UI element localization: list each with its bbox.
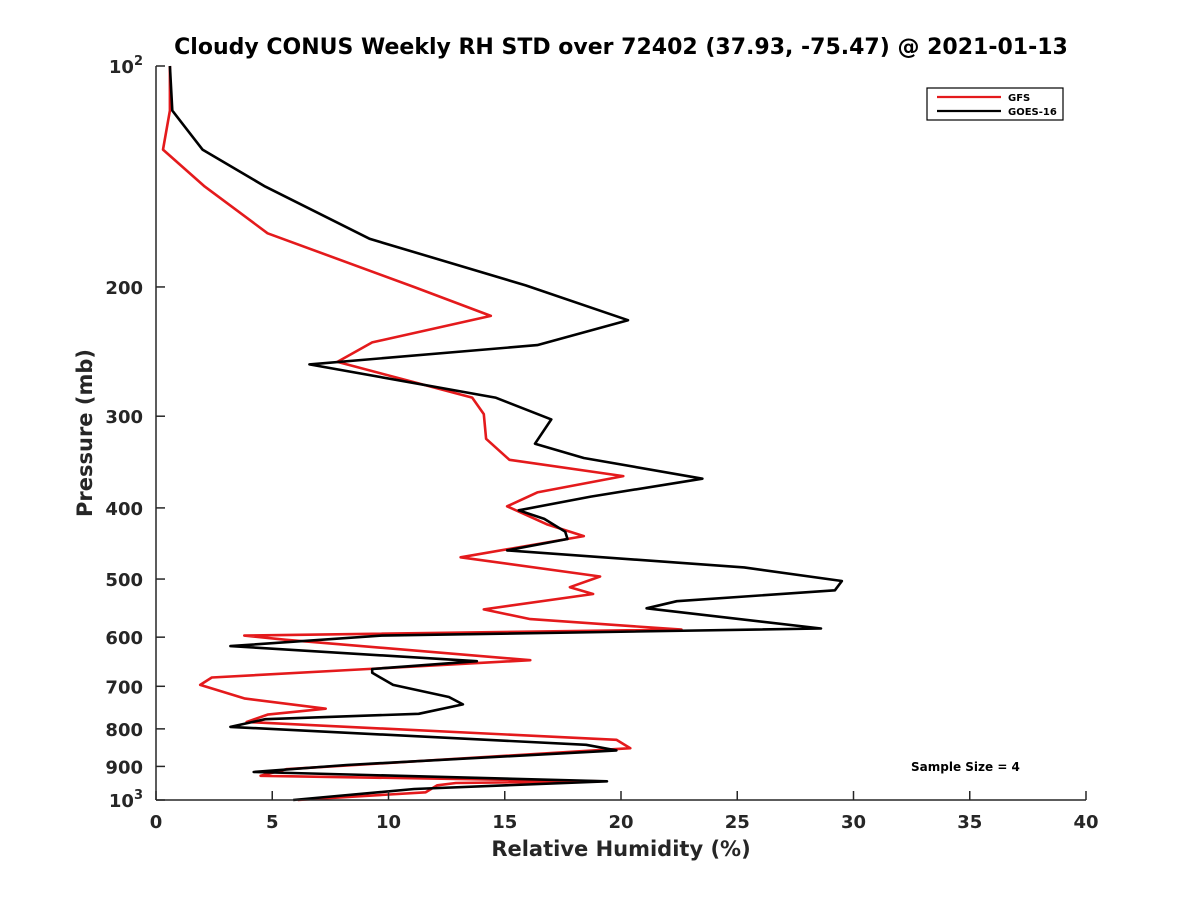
plot-area <box>156 66 1086 800</box>
legend-box <box>926 87 1064 121</box>
x-tick-label: 10 <box>376 812 401 833</box>
y-tick-label: 400 <box>105 499 143 520</box>
legend: GFS GOES-16 <box>926 87 1064 121</box>
x-axis-label: Relative Humidity (%) <box>491 837 750 861</box>
y-ticks: 102 200 300 400 500 600 700 800 900 103 <box>105 54 165 812</box>
y-tick-label: 500 <box>105 570 143 591</box>
y-axis-label: Pressure (mb) <box>73 349 97 517</box>
x-tick-label: 5 <box>266 812 279 833</box>
sample-size-annotation: Sample Size = 4 <box>911 760 1020 774</box>
x-ticks: 0 5 10 15 20 25 30 35 40 <box>150 791 1099 833</box>
chart-title: Cloudy CONUS Weekly RH STD over 72402 (3… <box>174 35 1068 60</box>
legend-label-goes16: GOES-16 <box>1008 107 1057 118</box>
x-tick-label: 25 <box>725 812 750 833</box>
legend-label-gfs: GFS <box>1008 93 1030 104</box>
series-line-gfs <box>161 66 683 802</box>
x-tick-label: 30 <box>841 812 866 833</box>
x-tick-label: 0 <box>150 812 163 833</box>
y-tick-label: 102 <box>109 54 143 78</box>
series-layer <box>161 65 844 802</box>
y-tick-label: 200 <box>105 278 143 299</box>
y-tick-label: 600 <box>105 628 143 649</box>
y-tick-label: 800 <box>105 720 143 741</box>
y-tick-label: 900 <box>105 757 143 778</box>
x-tick-label: 40 <box>1073 812 1098 833</box>
y-tick-label: 300 <box>105 407 143 428</box>
x-tick-label: 20 <box>608 812 633 833</box>
y-tick-label: 700 <box>105 677 143 698</box>
x-tick-label: 15 <box>492 812 517 833</box>
y-tick-label: 103 <box>109 788 143 812</box>
series-line-goes16 <box>168 65 844 802</box>
x-tick-label: 35 <box>957 812 982 833</box>
